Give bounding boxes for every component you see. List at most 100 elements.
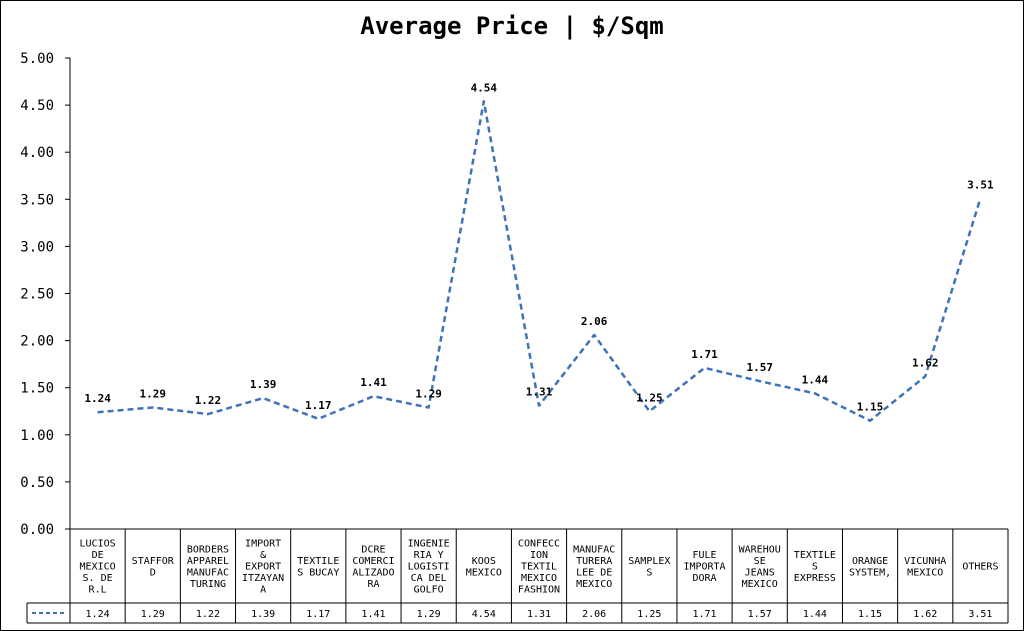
category-label-line: DORA <box>692 573 716 584</box>
table-value-cell: 1.24 <box>86 609 110 620</box>
category-label-line: MEXICO <box>521 573 557 584</box>
category-label-line: DCRE <box>361 544 385 555</box>
table-value-cell: 1.41 <box>361 609 385 620</box>
category-label: BORDERS APPAREL MANUFAC TURING <box>187 544 229 590</box>
category-label-line: COMERCI <box>352 556 394 567</box>
chart-title: Average Price | $/Sqm <box>360 12 663 40</box>
category-label: DCRE COMERCI ALIZADO RA <box>352 544 394 590</box>
data-label: 1.57 <box>746 361 773 374</box>
category-label-line: SE <box>754 556 766 567</box>
category-label-line: TEXTILE <box>297 556 339 567</box>
category-label: IMPORT & EXPORT ITZAYAN A <box>242 539 284 596</box>
y-tick-label: 4.00 <box>20 145 54 161</box>
category-label: CONFECC ION TEXTIL MEXICO FASHION <box>518 539 560 596</box>
category-label-line: APPAREL <box>187 556 229 567</box>
series-line-group <box>97 100 982 422</box>
category-label: INGENIE RIA Y LOGISTI CA DEL GOLFO <box>408 539 450 596</box>
category-label-line: KOOS <box>472 556 496 567</box>
category-label-line: FULE <box>692 550 716 561</box>
table-value-cell: 1.25 <box>637 609 661 620</box>
category-label-line: TURERA <box>576 556 612 567</box>
category-label-line: D <box>150 567 156 578</box>
category-label: MANUFAC TURERA LEE DE MEXICO <box>573 544 615 590</box>
y-tick-label: 0.50 <box>20 475 54 491</box>
category-label-line: R.L <box>89 585 107 596</box>
y-tick-label: 3.00 <box>20 239 54 255</box>
data-label: 1.71 <box>691 348 718 361</box>
category-label: SAMPLEX S <box>628 556 670 579</box>
category-label-line: ALIZADO <box>352 567 394 578</box>
category-label-line: RIA Y <box>414 550 444 561</box>
y-tick-label: 0.00 <box>20 522 54 538</box>
category-label-line: MANUFAC <box>187 567 229 578</box>
category-label: KOOS MEXICO <box>466 556 502 579</box>
category-label-line: WAREHOU <box>739 544 781 555</box>
data-label: 1.17 <box>305 399 332 412</box>
category-label-line: GOLFO <box>414 585 444 596</box>
data-label: 1.15 <box>857 401 884 414</box>
table-value-cell: 3.51 <box>968 609 992 620</box>
category-label-line: SAMPLEX <box>628 556 670 567</box>
category-label-line: EXPRESS <box>794 573 836 584</box>
data-label: 1.44 <box>802 373 829 386</box>
category-label: TEXTILE S BUCAY <box>297 556 339 579</box>
data-label: 1.24 <box>84 392 111 405</box>
data-label: 1.41 <box>360 376 387 389</box>
category-label-line: MEXICO <box>466 567 502 578</box>
category-label-line: S. DE <box>83 573 113 584</box>
category-label-line: S <box>646 567 652 578</box>
data-label: 4.54 <box>471 81 498 94</box>
y-tick-label: 1.50 <box>20 381 54 397</box>
category-label-line: MANUFAC <box>573 544 615 555</box>
table-value-cell: 1.57 <box>748 609 772 620</box>
category-label-line: LOGISTI <box>408 562 450 573</box>
category-label-line: A <box>260 585 266 596</box>
table-value-cell: 1.17 <box>306 609 330 620</box>
table-value-cell: 1.22 <box>196 609 220 620</box>
category-label-line: MEXICO <box>742 579 778 590</box>
category-label: LUCIOS DE MEXICO S. DE R.L <box>80 539 116 596</box>
category-label-line: MEXICO <box>576 579 612 590</box>
data-label: 1.29 <box>415 387 442 400</box>
category-label-line: IMPORT <box>245 539 281 550</box>
category-label-line: TEXTIL <box>521 562 557 573</box>
data-labels: 1.24 1.29 1.22 1.39 1.17 1.41 1.29 4.54 1.31 2.06… <box>84 81 994 413</box>
category-label: FULE IMPORTA DORA <box>683 550 725 584</box>
category-label-line: ORANGE <box>852 556 888 567</box>
y-tick-label: 2.50 <box>20 287 54 303</box>
category-label-line: VICUNHA <box>904 556 946 567</box>
series-line <box>97 100 982 422</box>
category-label: VICUNHA MEXICO <box>904 556 946 579</box>
table-value-cell: 1.31 <box>527 609 551 620</box>
data-label: 2.06 <box>581 315 608 328</box>
table-value-cell: 1.29 <box>417 609 441 620</box>
category-label-line: INGENIE <box>408 539 450 550</box>
category-label-line: S <box>812 562 818 573</box>
table-value-cell: 1.29 <box>141 609 165 620</box>
table-value-cell: 1.44 <box>803 609 827 620</box>
category-label-line: TEXTILE <box>794 550 836 561</box>
category-label-line: TURING <box>190 579 226 590</box>
table-value-cell: 1.71 <box>692 609 716 620</box>
category-label-line: SYSTEM, <box>849 567 891 578</box>
y-tick-label: 2.00 <box>20 334 54 350</box>
category-label-line: OTHERS <box>962 562 998 573</box>
category-label-line: S BUCAY <box>297 567 339 578</box>
table-value-cell: 1.39 <box>251 609 275 620</box>
category-label-line: JEANS <box>745 567 775 578</box>
data-label: 1.22 <box>195 394 222 407</box>
category-label-line: EXPORT <box>245 562 281 573</box>
table-value-cell: 1.62 <box>913 609 937 620</box>
data-label: 3.51 <box>967 178 994 191</box>
category-label: ORANGE SYSTEM, <box>849 556 891 579</box>
category-label-line: RA <box>367 579 379 590</box>
category-label-line: BORDERS <box>187 544 229 555</box>
category-label-line: ION <box>530 550 548 561</box>
axes: 0.00 0.50 1.00 1.50 2.00 2.50 3.00 3.50 4.00 4.50… <box>20 51 71 538</box>
category-label: WAREHOU SE JEANS MEXICO <box>739 544 781 590</box>
y-tick-label: 3.50 <box>20 192 54 208</box>
category-label-line: CA DEL <box>411 573 447 584</box>
